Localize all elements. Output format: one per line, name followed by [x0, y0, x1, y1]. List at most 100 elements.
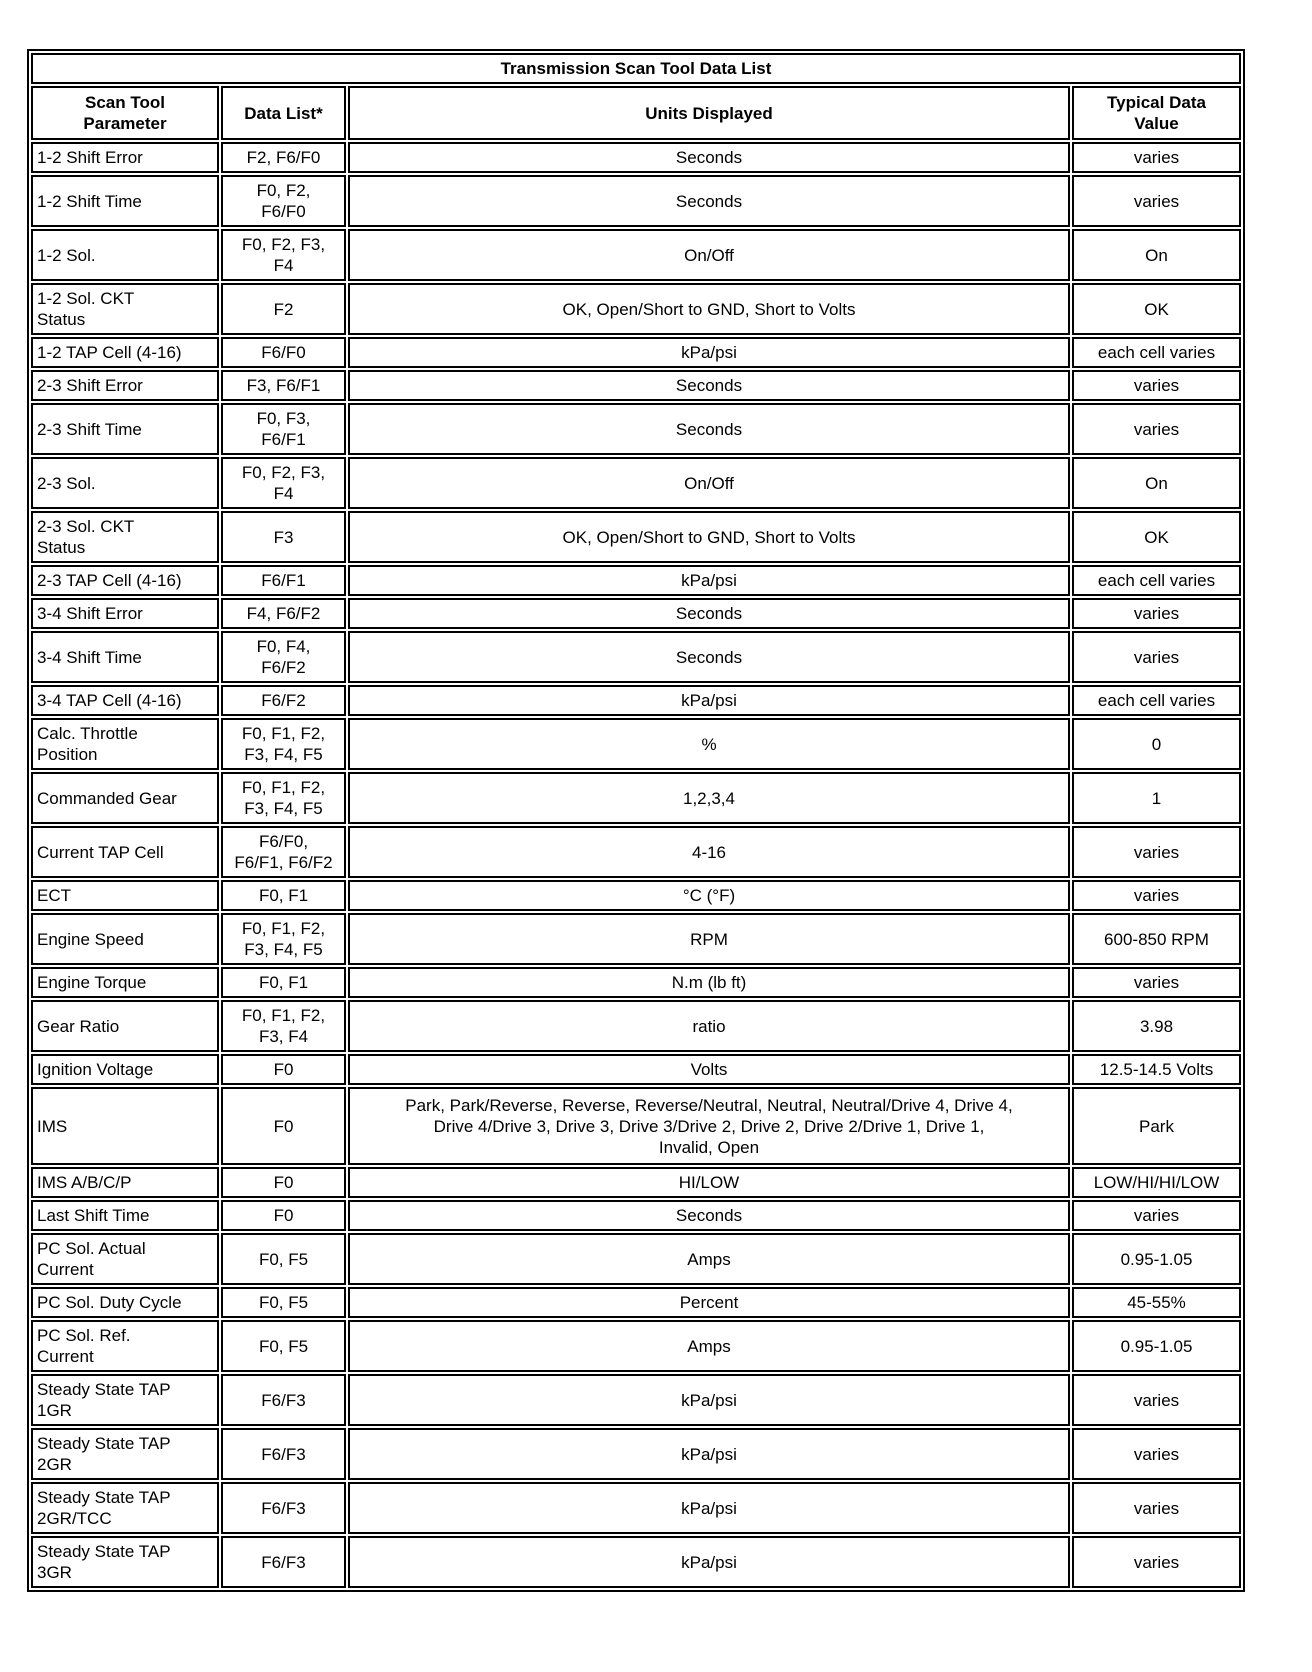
units-cell: 4-16 — [348, 826, 1070, 878]
units-cell: Volts — [348, 1054, 1070, 1085]
units-cell: kPa/psi — [348, 685, 1070, 716]
units-cell: kPa/psi — [348, 1428, 1070, 1480]
table-row: IMS F0 Park, Park/Reverse, Reverse, Revers… — [31, 1087, 1241, 1165]
typical-value-cell: 45-55% — [1072, 1287, 1241, 1318]
table-row: 3-4 Shift Error F4, F6/F2 Seconds varies — [31, 598, 1241, 629]
data-list-cell: F6/F3 — [221, 1428, 346, 1480]
typical-value-cell: 3.98 — [1072, 1000, 1241, 1052]
document-page: Transmission Scan Tool Data List Scan To… — [27, 49, 1245, 1592]
table-row: 1-2 Sol. CKT Status F2 OK, Open/Short to G… — [31, 283, 1241, 335]
table-row: IMS A/B/C/P F0 HI/LOW LOW/HI/HI/LOW — [31, 1167, 1241, 1198]
units-cell: Seconds — [348, 598, 1070, 629]
table-row: Gear Ratio F0, F1, F2, F3, F4 ratio 3.98 — [31, 1000, 1241, 1052]
typical-value-cell: 0.95-1.05 — [1072, 1320, 1241, 1372]
units-cell: Amps — [348, 1233, 1070, 1285]
parameter-cell: 1-2 TAP Cell (4-16) — [31, 337, 219, 368]
units-cell: On/Off — [348, 229, 1070, 281]
typical-value-cell: 1 — [1072, 772, 1241, 824]
typical-value-cell: 0 — [1072, 718, 1241, 770]
parameter-cell: PC Sol. Actual Current — [31, 1233, 219, 1285]
typical-value-cell: varies — [1072, 598, 1241, 629]
typical-value-cell: varies — [1072, 880, 1241, 911]
table-row: Steady State TAP 2GR/TCC F6/F3 kPa/psi vari… — [31, 1482, 1241, 1534]
parameter-cell: 2-3 TAP Cell (4-16) — [31, 565, 219, 596]
table-title-row: Transmission Scan Tool Data List — [31, 53, 1241, 84]
data-list-cell: F0, F1 — [221, 967, 346, 998]
data-list-cell: F0 — [221, 1200, 346, 1231]
units-cell: ratio — [348, 1000, 1070, 1052]
column-header-units-displayed: Units Displayed — [348, 86, 1070, 140]
units-cell: Seconds — [348, 142, 1070, 173]
table-row: 2-3 Sol. F0, F2, F3, F4 On/Off On — [31, 457, 1241, 509]
units-cell: Seconds — [348, 1200, 1070, 1231]
data-list-cell: F0, F5 — [221, 1320, 346, 1372]
data-list-cell: F4, F6/F2 — [221, 598, 346, 629]
typical-value-cell: each cell varies — [1072, 565, 1241, 596]
table-row: Current TAP Cell F6/F0, F6/F1, F6/F2 4-16 v… — [31, 826, 1241, 878]
data-list-cell: F0, F1, F2, F3, F4, F5 — [221, 913, 346, 965]
parameter-cell: Last Shift Time — [31, 1200, 219, 1231]
typical-value-cell: varies — [1072, 631, 1241, 683]
parameter-cell: 3-4 Shift Time — [31, 631, 219, 683]
table-row: PC Sol. Ref. Current F0, F5 Amps 0.95-1.05 — [31, 1320, 1241, 1372]
parameter-cell: IMS — [31, 1087, 219, 1165]
table-row: 3-4 TAP Cell (4-16) F6/F2 kPa/psi each cell… — [31, 685, 1241, 716]
data-list-cell: F0, F2, F6/F0 — [221, 175, 346, 227]
data-list-cell: F0 — [221, 1054, 346, 1085]
data-list-cell: F3, F6/F1 — [221, 370, 346, 401]
parameter-cell: IMS A/B/C/P — [31, 1167, 219, 1198]
units-cell: °C (°F) — [348, 880, 1070, 911]
typical-value-cell: varies — [1072, 1374, 1241, 1426]
units-cell: OK, Open/Short to GND, Short to Volts — [348, 283, 1070, 335]
table-row: PC Sol. Duty Cycle F0, F5 Percent 45-55% — [31, 1287, 1241, 1318]
typical-value-cell: varies — [1072, 142, 1241, 173]
parameter-cell: 2-3 Sol. CKT Status — [31, 511, 219, 563]
parameter-cell: 3-4 Shift Error — [31, 598, 219, 629]
data-list-cell: F0, F5 — [221, 1287, 346, 1318]
data-list-cell: F0, F1, F2, F3, F4, F5 — [221, 718, 346, 770]
data-list-cell: F0, F4, F6/F2 — [221, 631, 346, 683]
typical-value-cell: varies — [1072, 826, 1241, 878]
parameter-cell: Steady State TAP 3GR — [31, 1536, 219, 1588]
typical-value-cell: 600-850 RPM — [1072, 913, 1241, 965]
typical-value-cell: OK — [1072, 283, 1241, 335]
table-row: 3-4 Shift Time F0, F4, F6/F2 Seconds varies — [31, 631, 1241, 683]
typical-value-cell: varies — [1072, 403, 1241, 455]
table-row: 1-2 TAP Cell (4-16) F6/F0 kPa/psi each cell… — [31, 337, 1241, 368]
column-header-data-list: Data List* — [221, 86, 346, 140]
units-cell: Seconds — [348, 175, 1070, 227]
units-cell: kPa/psi — [348, 1482, 1070, 1534]
parameter-cell: Engine Speed — [31, 913, 219, 965]
parameter-cell: Gear Ratio — [31, 1000, 219, 1052]
parameter-cell: Commanded Gear — [31, 772, 219, 824]
parameter-cell: 2-3 Shift Time — [31, 403, 219, 455]
typical-value-cell: OK — [1072, 511, 1241, 563]
parameter-cell: 1-2 Sol. CKT Status — [31, 283, 219, 335]
parameter-cell: Calc. Throttle Position — [31, 718, 219, 770]
units-cell: N.m (lb ft) — [348, 967, 1070, 998]
data-list-cell: F0, F2, F3, F4 — [221, 229, 346, 281]
units-cell: kPa/psi — [348, 337, 1070, 368]
table-row: 2-3 Shift Time F0, F3, F6/F1 Seconds varies — [31, 403, 1241, 455]
units-cell: Percent — [348, 1287, 1070, 1318]
data-list-cell: F0, F1, F2, F3, F4 — [221, 1000, 346, 1052]
table-row: PC Sol. Actual Current F0, F5 Amps 0.95-1.0… — [31, 1233, 1241, 1285]
transmission-scan-tool-data-list-table: Transmission Scan Tool Data List Scan To… — [27, 49, 1245, 1592]
parameter-cell: Steady State TAP 2GR — [31, 1428, 219, 1480]
typical-value-cell: each cell varies — [1072, 685, 1241, 716]
parameter-cell: 2-3 Shift Error — [31, 370, 219, 401]
table-row: Last Shift Time F0 Seconds varies — [31, 1200, 1241, 1231]
units-cell: RPM — [348, 913, 1070, 965]
table-row: 2-3 Shift Error F3, F6/F1 Seconds varies — [31, 370, 1241, 401]
table-row: Steady State TAP 1GR F6/F3 kPa/psi varies — [31, 1374, 1241, 1426]
data-list-cell: F0, F5 — [221, 1233, 346, 1285]
typical-value-cell: Park — [1072, 1087, 1241, 1165]
table-row: 1-2 Shift Time F0, F2, F6/F0 Seconds varies — [31, 175, 1241, 227]
data-list-cell: F6/F3 — [221, 1536, 346, 1588]
units-cell: HI/LOW — [348, 1167, 1070, 1198]
typical-value-cell: each cell varies — [1072, 337, 1241, 368]
data-list-cell: F0, F1, F2, F3, F4, F5 — [221, 772, 346, 824]
table-title: Transmission Scan Tool Data List — [31, 53, 1241, 84]
table-row: Engine Torque F0, F1 N.m (lb ft) varies — [31, 967, 1241, 998]
table-header-row: Scan Tool Parameter Data List* Units Dis… — [31, 86, 1241, 140]
